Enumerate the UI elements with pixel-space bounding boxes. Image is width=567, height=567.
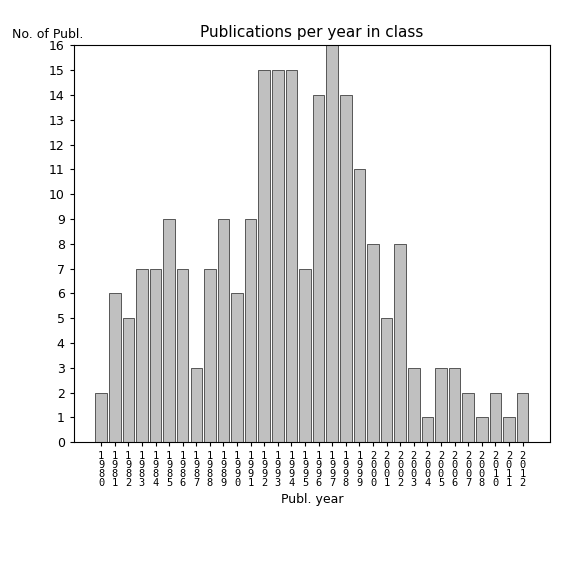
Bar: [435, 368, 447, 442]
Bar: [245, 219, 256, 442]
Bar: [517, 393, 528, 442]
Bar: [340, 95, 352, 442]
Bar: [354, 170, 365, 442]
Title: Publications per year in class: Publications per year in class: [200, 25, 424, 40]
Bar: [272, 70, 284, 442]
Bar: [395, 244, 406, 442]
Bar: [177, 269, 188, 442]
Bar: [95, 393, 107, 442]
Bar: [422, 417, 433, 442]
Bar: [204, 269, 215, 442]
Bar: [259, 70, 270, 442]
Bar: [503, 417, 515, 442]
Bar: [476, 417, 488, 442]
X-axis label: Publ. year: Publ. year: [281, 493, 343, 506]
Bar: [150, 269, 161, 442]
Bar: [408, 368, 420, 442]
Bar: [327, 45, 338, 442]
Bar: [463, 393, 474, 442]
Bar: [489, 393, 501, 442]
Text: No. of Publ.: No. of Publ.: [12, 28, 83, 41]
Bar: [449, 368, 460, 442]
Bar: [218, 219, 229, 442]
Bar: [191, 368, 202, 442]
Bar: [367, 244, 379, 442]
Bar: [109, 294, 121, 442]
Bar: [286, 70, 297, 442]
Bar: [231, 294, 243, 442]
Bar: [313, 95, 324, 442]
Bar: [299, 269, 311, 442]
Bar: [136, 269, 147, 442]
Bar: [122, 318, 134, 442]
Bar: [163, 219, 175, 442]
Bar: [381, 318, 392, 442]
